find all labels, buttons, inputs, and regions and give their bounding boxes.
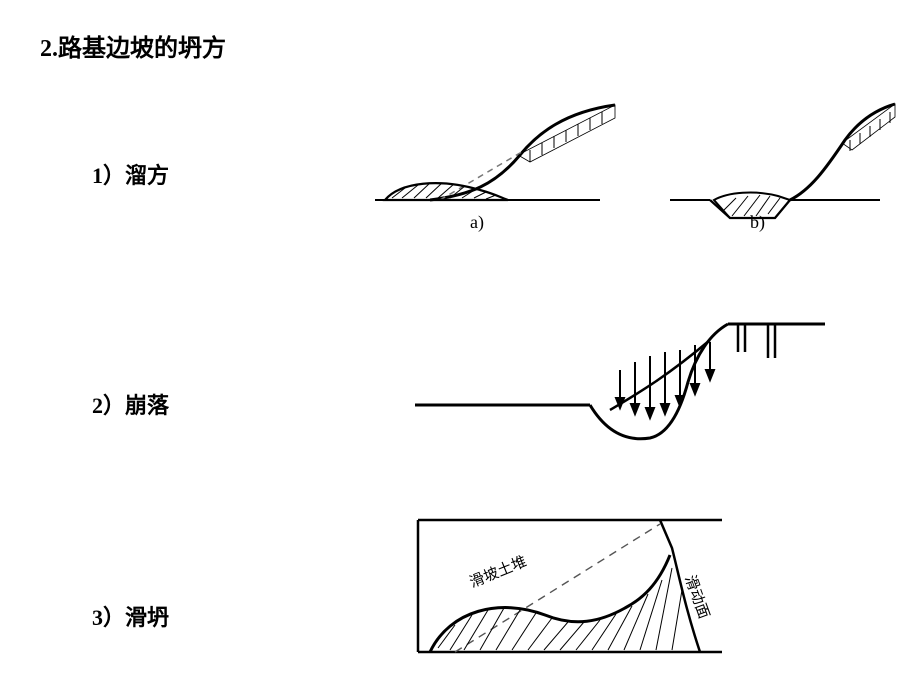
item-1-num: 1） — [92, 163, 125, 188]
figure-1-liufang — [370, 100, 900, 240]
item-2-num: 2） — [92, 393, 125, 418]
figure-1-sublabel-a: a) — [470, 212, 484, 233]
list-item-1: 1）溜方 — [92, 158, 169, 190]
list-item-3: 3）滑坍 — [92, 600, 169, 632]
item-1-label: 溜方 — [125, 163, 169, 188]
section-title: 2.路基边坡的坍方 — [40, 28, 226, 63]
figure-2-bengluo — [410, 300, 830, 460]
item-3-label: 滑坍 — [125, 605, 169, 630]
list-item-2: 2）崩落 — [92, 388, 169, 420]
figure-3-huatan: 滑坡土堆 滑动面 — [400, 510, 740, 680]
item-2-label: 崩落 — [125, 393, 169, 418]
item-3-num: 3） — [92, 605, 125, 630]
slide-page: 2.路基边坡的坍方 1）溜方 2）崩落 3）滑坍 — [0, 0, 920, 690]
figure-1-sublabel-b: b) — [750, 212, 765, 233]
